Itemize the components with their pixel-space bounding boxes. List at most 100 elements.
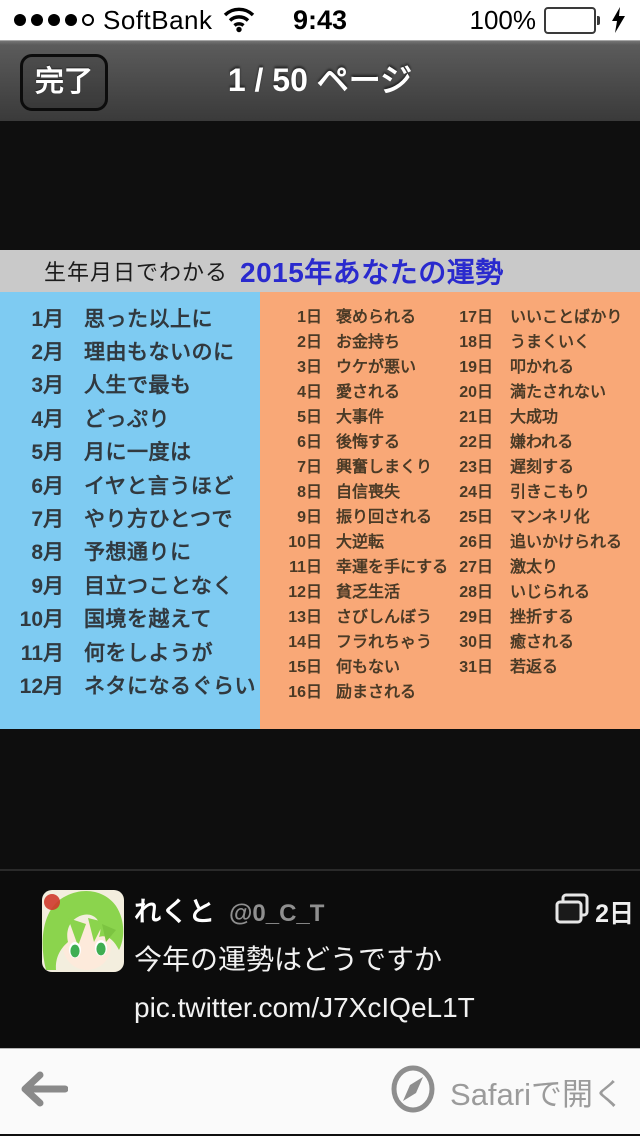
- day-row-label: 25日: [459, 508, 493, 526]
- month-row-text: ネタになるぐらい: [84, 674, 256, 698]
- days-panel: 1日 褒められる 2日 お金持ち 3日 ウケが悪い 4日 愛される 5日 大事件 6日 後悔する 7日興…: [260, 292, 640, 729]
- day-row: 13日 さびしんぼう: [260, 602, 448, 627]
- day-row-text: 後悔する: [336, 433, 401, 451]
- day-row: 8日 自信喪失: [260, 477, 448, 502]
- day-row: 18日 うまくいく: [448, 327, 622, 352]
- month-row-label: 12月: [19, 674, 64, 698]
- month-row: 12月 ネタになるぐらい: [0, 668, 260, 701]
- month-row: 5月 月に一度は: [0, 435, 260, 468]
- month-row: 9月 目立つことなく: [0, 568, 260, 601]
- day-row-label: 11日: [289, 558, 322, 576]
- day-row-label: 12日: [288, 583, 322, 601]
- day-row-text: フラれちゃう: [336, 633, 433, 651]
- day-row-text: 大逆転: [336, 533, 385, 551]
- day-row: 14日 フラれちゃう: [260, 627, 448, 652]
- day-row-label: 23日: [459, 458, 493, 476]
- back-arrow-icon: [20, 1071, 69, 1112]
- day-row: 15日 何もない: [260, 652, 448, 677]
- day-row-text: 遅刻する: [510, 458, 575, 476]
- day-row-label: 17日: [459, 308, 493, 326]
- day-row-text: いじられる: [510, 583, 591, 601]
- day-row-text: 自信喪失: [336, 483, 401, 501]
- safari-compass-icon: [388, 1064, 438, 1119]
- day-row-label: 16日: [288, 683, 322, 701]
- month-row-label: 9月: [31, 574, 64, 598]
- day-row-text: 愛される: [336, 383, 401, 401]
- month-row-label: 8月: [31, 541, 64, 565]
- day-row: 22日 嫌われる: [448, 427, 622, 452]
- day-row-label: 27日: [459, 558, 493, 576]
- day-row-label: 9日: [297, 508, 322, 526]
- day-row-label: 5日: [297, 408, 322, 426]
- month-row-text: 目立つことなく: [84, 574, 234, 598]
- letterbox-top: [0, 121, 640, 250]
- day-row-text: 興奮しまくり: [336, 458, 433, 476]
- month-row-label: 10月: [19, 608, 64, 632]
- day-row: 26日 追いかけられる: [448, 527, 622, 552]
- day-row: 6日 後悔する: [260, 427, 448, 452]
- tweet-author-handle[interactable]: @0_C_T: [229, 900, 325, 927]
- status-bar: SoftBank 9:43 100%: [0, 0, 640, 40]
- fortune-image[interactable]: 生年月日でわかる 2015年あなたの運勢 1月 思った以上に 2月 理由もないのに 3月…: [0, 250, 640, 729]
- carrier-label: SoftBank: [103, 4, 213, 35]
- day-row-text: さびしんぼう: [336, 608, 433, 626]
- day-row-text: ウケが悪い: [336, 358, 417, 376]
- signal-strength-icon: [14, 14, 94, 26]
- letterbox-bottom: [0, 729, 640, 869]
- day-row: 16日 励まされる: [260, 677, 448, 702]
- day-row: 20日 満たされない: [448, 377, 622, 402]
- month-row-text: 予想通りに: [84, 541, 192, 565]
- month-row-label: 2月: [31, 341, 64, 365]
- day-row-label: 30日: [459, 633, 493, 651]
- day-row-label: 6日: [297, 433, 322, 451]
- month-row-label: 5月: [31, 441, 64, 465]
- day-row: 19日 叩かれる: [448, 352, 622, 377]
- back-button[interactable]: [20, 1071, 69, 1112]
- month-row-text: やり方ひとつで: [84, 508, 234, 532]
- day-row: 4日 愛される: [260, 377, 448, 402]
- day-row: 27日 激太り: [448, 552, 622, 577]
- day-row: 29日 挫折する: [448, 602, 622, 627]
- month-row-label: 4月: [31, 407, 64, 431]
- month-row: 4月 どっぷり: [0, 401, 260, 434]
- day-row-label: 13日: [288, 608, 322, 626]
- tweet-media-link[interactable]: pic.twitter.com/J7XcIQeL1T: [134, 992, 475, 1023]
- day-row-label: 10日: [288, 533, 322, 551]
- day-row: 10日 大逆転: [260, 527, 448, 552]
- tweet-author-name[interactable]: れくと: [134, 897, 215, 927]
- stacked-photos-icon: [554, 893, 590, 930]
- day-row-label: 7日: [297, 458, 322, 476]
- day-row-text: 大成功: [510, 408, 559, 426]
- month-row-text: 国境を越えて: [84, 608, 212, 632]
- fortune-chart: 1月 思った以上に 2月 理由もないのに 3月 人生で最も 4月 どっぷり 5月 月に一度は 6月イ…: [0, 292, 640, 729]
- done-button[interactable]: 完了: [20, 54, 108, 111]
- month-row: 1月 思った以上に: [0, 301, 260, 334]
- tweet-timestamp: 2日: [595, 899, 634, 928]
- month-row: 7月 やり方ひとつで: [0, 501, 260, 534]
- day-row-label: 18日: [459, 333, 493, 351]
- day-row-label: 24日: [459, 483, 493, 501]
- month-row: 3月 人生で最も: [0, 368, 260, 401]
- day-row: 23日 遅刻する: [448, 452, 622, 477]
- wifi-icon: [222, 7, 256, 33]
- day-row-text: 若返る: [510, 658, 559, 676]
- month-row-text: 月に一度は: [84, 441, 192, 465]
- day-row: 2日 お金持ち: [260, 327, 448, 352]
- day-row-text: 叩かれる: [510, 358, 575, 376]
- open-in-safari-button[interactable]: Safariで開く: [388, 1064, 624, 1119]
- day-row-label: 8日: [297, 483, 322, 501]
- month-row-label: 6月: [31, 474, 64, 498]
- day-row: 11日 幸運を手にする: [260, 552, 448, 577]
- month-row: 6月 イヤと言うほど: [0, 468, 260, 501]
- day-row: 21日 大成功: [448, 402, 622, 427]
- day-row-label: 1日: [297, 308, 322, 326]
- avatar[interactable]: [42, 890, 124, 972]
- day-row-label: 28日: [459, 583, 493, 601]
- day-row-label: 26日: [459, 533, 493, 551]
- month-row: 11月 何をしようが: [0, 635, 260, 668]
- day-row-label: 29日: [459, 608, 493, 626]
- day-row: 7日 興奮しまくり: [260, 452, 448, 477]
- month-row: 8月 予想通りに: [0, 535, 260, 568]
- day-row-label: 3日: [297, 358, 322, 376]
